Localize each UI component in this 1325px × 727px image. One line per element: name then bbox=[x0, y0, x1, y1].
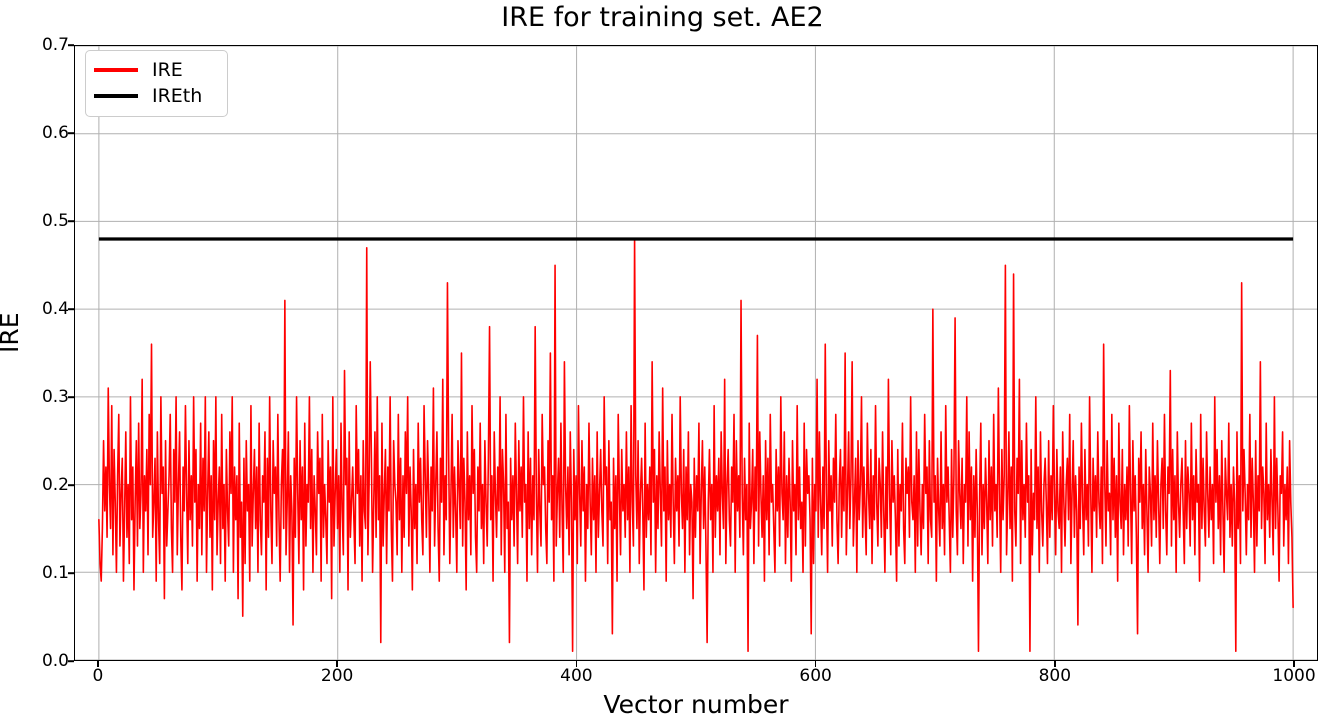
y-tick-label: 0.4 bbox=[41, 299, 69, 319]
plot-area bbox=[74, 45, 1318, 661]
legend-item-ireth[interactable]: IREth bbox=[94, 83, 219, 109]
x-tick-mark bbox=[336, 661, 338, 667]
y-tick-mark bbox=[68, 132, 74, 134]
y-tick-mark bbox=[68, 660, 74, 662]
legend-item-ire[interactable]: IRE bbox=[94, 57, 219, 83]
x-tick-mark bbox=[1293, 661, 1295, 667]
y-tick-mark bbox=[68, 44, 74, 46]
legend-swatch-ireth bbox=[94, 94, 138, 98]
y-tick-mark bbox=[68, 396, 74, 398]
x-tick-mark bbox=[575, 661, 578, 667]
legend-swatch-ire bbox=[94, 68, 138, 72]
chart-title: IRE for training set. AE2 bbox=[501, 2, 824, 33]
x-tick-label: 1000 bbox=[1272, 666, 1316, 686]
x-tick-mark bbox=[97, 661, 99, 667]
x-tick-label: 800 bbox=[1038, 666, 1072, 686]
legend-label-ire: IRE bbox=[152, 58, 183, 81]
series-line-ire bbox=[98, 238, 1294, 653]
x-tick-label: 200 bbox=[320, 666, 354, 686]
y-tick-label: 0.2 bbox=[41, 475, 69, 495]
x-tick-label: 600 bbox=[799, 666, 832, 686]
y-axis-label: IRE bbox=[0, 312, 24, 353]
y-tick-mark bbox=[68, 220, 74, 222]
data-series-layer bbox=[98, 237, 1294, 653]
y-tick-mark bbox=[68, 572, 74, 574]
y-tick-label: 0.6 bbox=[41, 123, 69, 143]
y-tick-mark bbox=[68, 308, 74, 310]
y-tick-label: 0.7 bbox=[41, 35, 69, 55]
x-tick-mark bbox=[1054, 661, 1056, 667]
y-tick-label: 0.0 bbox=[41, 651, 69, 671]
x-tick-label: 0 bbox=[92, 666, 104, 686]
grid-lines bbox=[75, 46, 1317, 660]
legend-label-ireth: IREth bbox=[152, 84, 203, 107]
y-tick-label: 0.5 bbox=[41, 211, 69, 231]
x-axis-label: Vector number bbox=[603, 690, 789, 719]
y-tick-label: 0.1 bbox=[41, 563, 69, 583]
x-tick-mark bbox=[814, 661, 817, 667]
x-tick-label: 400 bbox=[560, 666, 593, 686]
y-tick-mark bbox=[68, 484, 74, 486]
legend-box[interactable]: IRE IREth bbox=[85, 50, 228, 117]
y-tick-label: 0.3 bbox=[41, 387, 69, 407]
